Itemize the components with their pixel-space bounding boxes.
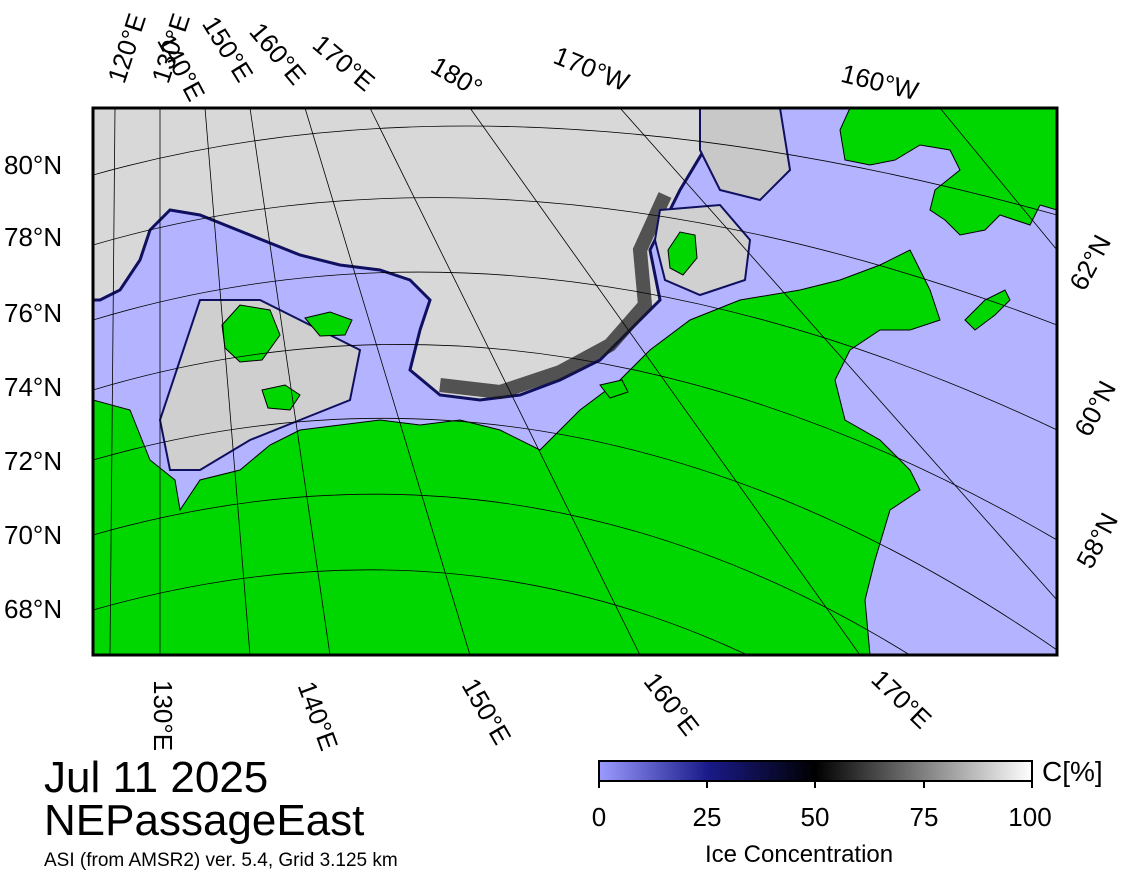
sea-ice-east <box>699 108 792 202</box>
colorbar-tick-label: 25 <box>692 802 722 832</box>
colorbar-tick-label: 0 <box>591 802 607 832</box>
alaska-landmass <box>839 108 1057 236</box>
data-source: ASI (from AMSR2) ver. 5.4, Grid 3.125 km <box>44 850 398 871</box>
colorbar-tick-label: 100 <box>1008 802 1052 832</box>
sea-ice-pack <box>93 108 712 402</box>
new-siberian-island-1 <box>221 304 281 363</box>
colorbar <box>598 760 1033 782</box>
new-siberian-island-2 <box>304 311 353 337</box>
lat-label-left: 68°N <box>4 594 63 624</box>
graticule <box>93 108 1057 655</box>
colorbar-tick-label: 50 <box>800 802 830 832</box>
lat-label-left: 72°N <box>4 446 63 476</box>
colorbar-unit: C[%] <box>1042 756 1103 787</box>
lon-label-bottom: 130°E <box>148 680 178 752</box>
lat-label-left: 76°N <box>4 298 63 328</box>
colorbar-title: Ice Concentration <box>705 841 894 868</box>
map-frame <box>91 106 1059 657</box>
lat-label-left: 80°N <box>4 150 63 180</box>
colorbar-tick-label: 75 <box>909 802 939 832</box>
region-name: NEPassageEast <box>44 796 365 845</box>
small-island <box>599 379 629 399</box>
sea-ice-nearshore <box>158 299 362 471</box>
colorbar-ticks <box>598 781 1033 788</box>
wrangel-island <box>667 231 698 276</box>
siberia-landmass <box>93 249 941 655</box>
lat-label-left: 70°N <box>4 520 63 550</box>
lat-label-left: 78°N <box>4 222 63 252</box>
sea-ice-dark-band <box>439 192 672 400</box>
lyakhovsky-island <box>261 384 301 411</box>
st-lawrence-island <box>964 289 1011 331</box>
lat-label-left: 74°N <box>4 372 63 402</box>
map-date: Jul 11 2025 <box>44 753 269 802</box>
